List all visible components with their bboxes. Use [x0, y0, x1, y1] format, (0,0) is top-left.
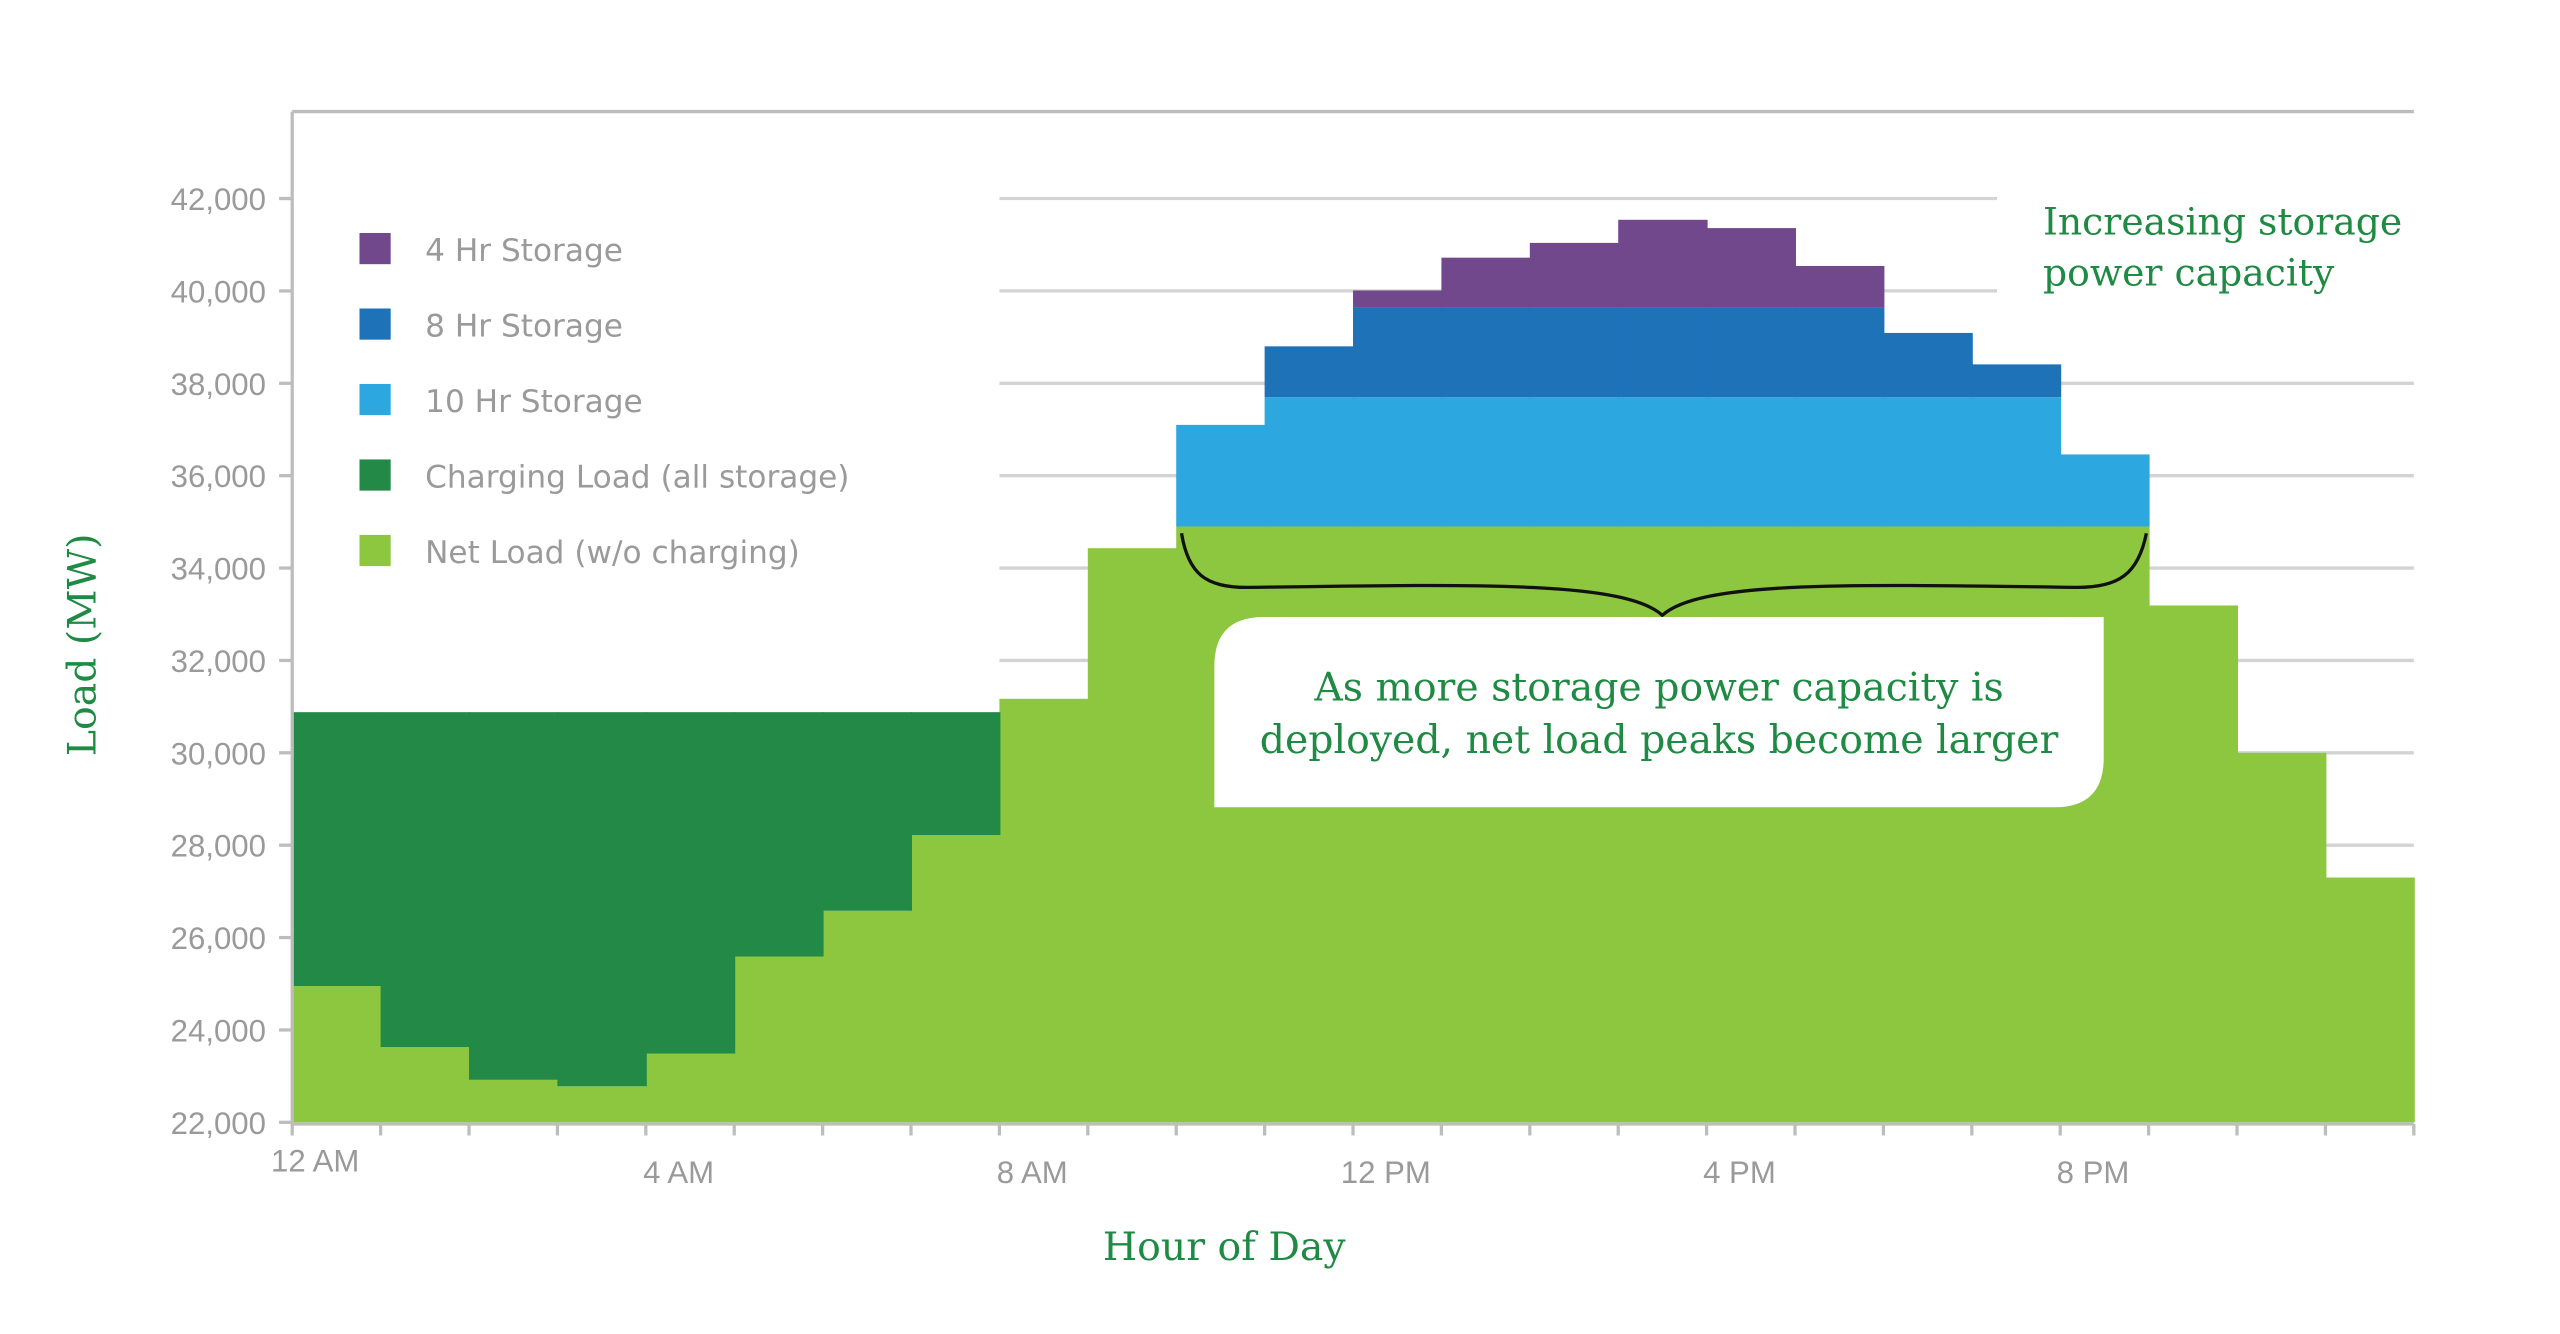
legend-swatch [359, 232, 391, 265]
bar-4-hr-storage-h16 [1706, 228, 1797, 308]
bar-4-hr-storage-h13 [1441, 257, 1531, 308]
bar-net-load-w-o-charging--h12 [1353, 526, 1443, 1123]
y-tick-label: 32,000 [171, 644, 266, 679]
bar-charging-load-all-storage--h1 [380, 712, 471, 1048]
bar-net-load-w-o-charging--h4 [645, 1053, 736, 1123]
bar-4-hr-storage-h17 [1795, 265, 1885, 308]
annotation-top-right-line1: Increasing storage [2043, 200, 2402, 244]
bar-charging-load-all-storage--h7 [911, 712, 1001, 836]
bar-net-load-w-o-charging--h19 [1971, 526, 2062, 1123]
y-tick-label: 24,000 [171, 1013, 266, 1048]
y-axis-label: Load (MW) [59, 534, 105, 757]
bar-10-hr-storage-h13 [1441, 397, 1531, 527]
bar-net-load-w-o-charging--h11 [1264, 526, 1355, 1123]
bar-10-hr-storage-h16 [1706, 397, 1797, 527]
bar-4-hr-storage-h14 [1529, 242, 1620, 308]
x-tick-label: 8 AM [997, 1155, 1068, 1190]
y-tick-label: 42,000 [171, 182, 266, 217]
legend: 4 Hr Storage 8 Hr Storage 10 Hr Storage Cha… [359, 233, 849, 571]
legend-label: 8 Hr Storage [425, 308, 623, 344]
bar-8-hr-storage-h14 [1529, 307, 1620, 398]
x-tick-label: 4 AM [643, 1155, 714, 1190]
bar-8-hr-storage-h19 [1971, 364, 2062, 398]
bar-8-hr-storage-h11 [1264, 346, 1355, 398]
bar-net-load-w-o-charging--h7 [911, 835, 1001, 1123]
bar-10-hr-storage-h14 [1529, 397, 1620, 527]
bar-10-hr-storage-h17 [1795, 397, 1885, 527]
bar-4-hr-storage-h12 [1353, 290, 1443, 308]
brace [1179, 532, 2148, 618]
legend-label: 10 Hr Storage [425, 384, 643, 420]
callout-box [1214, 616, 2104, 808]
x-tick-label: 8 PM [2057, 1155, 2130, 1190]
callout-line1: As more storage power capacity is [1313, 665, 2003, 711]
bar-8-hr-storage-h18 [1883, 332, 1973, 398]
legend-swatch [359, 534, 391, 567]
bar-10-hr-storage-h15 [1618, 397, 1708, 527]
legend-swatch [359, 459, 391, 491]
bar-net-load-w-o-charging--h21 [2148, 605, 2239, 1123]
bar-10-hr-storage-h20 [2060, 454, 2150, 527]
bar-net-load-w-o-charging--h8 [999, 698, 1089, 1123]
bar-net-load-w-o-charging--h5 [734, 956, 824, 1123]
bar-net-load-w-o-charging--h0 [292, 986, 382, 1123]
x-tick-label: 4 PM [1703, 1155, 1776, 1190]
bar-charging-load-all-storage--h5 [734, 712, 824, 957]
legend-swatch [359, 308, 391, 340]
bar-8-hr-storage-h16 [1706, 307, 1797, 398]
x-tick-label: 12 PM [1341, 1155, 1431, 1190]
bar-charging-load-all-storage--h3 [557, 712, 647, 1087]
bar-net-load-w-o-charging--h3 [557, 1086, 647, 1123]
callout-line2: deployed, net load peaks become larger [1260, 717, 2059, 763]
bar-net-load-w-o-charging--h16 [1706, 526, 1797, 1123]
y-tick-label: 22,000 [171, 1106, 266, 1141]
y-tick-label: 30,000 [171, 736, 266, 771]
y-tick-label: 34,000 [171, 552, 266, 587]
bar-net-load-w-o-charging--h2 [469, 1079, 559, 1123]
bar-charging-load-all-storage--h6 [822, 712, 913, 911]
bar-charging-load-all-storage--h4 [645, 712, 736, 1054]
bar-10-hr-storage-h10 [1176, 424, 1266, 527]
legend-swatch [359, 383, 391, 416]
bar-8-hr-storage-h13 [1441, 307, 1531, 398]
bar-net-load-w-o-charging--h9 [1087, 548, 1178, 1123]
y-tick-label: 38,000 [171, 367, 266, 402]
legend-label: Charging Load (all storage) [425, 459, 849, 495]
bar-net-load-w-o-charging--h10 [1176, 526, 1266, 1123]
bar-net-load-w-o-charging--h14 [1529, 526, 1620, 1123]
annotation-top-right-line2: power capacity [2043, 251, 2335, 295]
bar-net-load-w-o-charging--h23 [2325, 877, 2415, 1123]
y-tick-label: 26,000 [171, 921, 266, 956]
bar-net-load-w-o-charging--h18 [1883, 526, 1973, 1123]
bar-net-load-w-o-charging--h20 [2060, 526, 2150, 1123]
bar-10-hr-storage-h11 [1264, 397, 1355, 527]
bar-4-hr-storage-h15 [1618, 219, 1708, 308]
legend-label: Net Load (w/o charging) [425, 535, 800, 571]
bar-10-hr-storage-h12 [1353, 397, 1443, 527]
bar-8-hr-storage-h17 [1795, 307, 1885, 398]
x-tick-labels: 12 AM 4 AM 8 AM 12 PM 4 PM 8 PM [271, 1123, 2416, 1190]
bar-charging-load-all-storage--h2 [469, 712, 559, 1080]
y-tick-label: 36,000 [171, 459, 266, 494]
bar-10-hr-storage-h18 [1883, 397, 1973, 527]
y-tick-labels: 22,000 24,000 26,000 28,000 30,000 32,000 34,0… [171, 182, 293, 1141]
x-axis-label: Hour of Day [1103, 1224, 1347, 1270]
bar-8-hr-storage-h15 [1618, 307, 1708, 398]
bar-net-load-w-o-charging--h13 [1441, 526, 1531, 1123]
x-tick-label: 12 AM [271, 1144, 359, 1179]
bar-10-hr-storage-h19 [1971, 397, 2062, 527]
bar-net-load-w-o-charging--h22 [2237, 752, 2327, 1123]
y-tick-label: 28,000 [171, 829, 266, 864]
bar-net-load-w-o-charging--h17 [1795, 526, 1885, 1123]
bar-net-load-w-o-charging--h6 [822, 910, 913, 1123]
bar-net-load-w-o-charging--h1 [380, 1047, 471, 1123]
legend-label: 4 Hr Storage [425, 233, 623, 269]
bar-charging-load-all-storage--h0 [292, 712, 382, 987]
bar-8-hr-storage-h12 [1353, 307, 1443, 398]
y-tick-label: 40,000 [171, 274, 266, 309]
